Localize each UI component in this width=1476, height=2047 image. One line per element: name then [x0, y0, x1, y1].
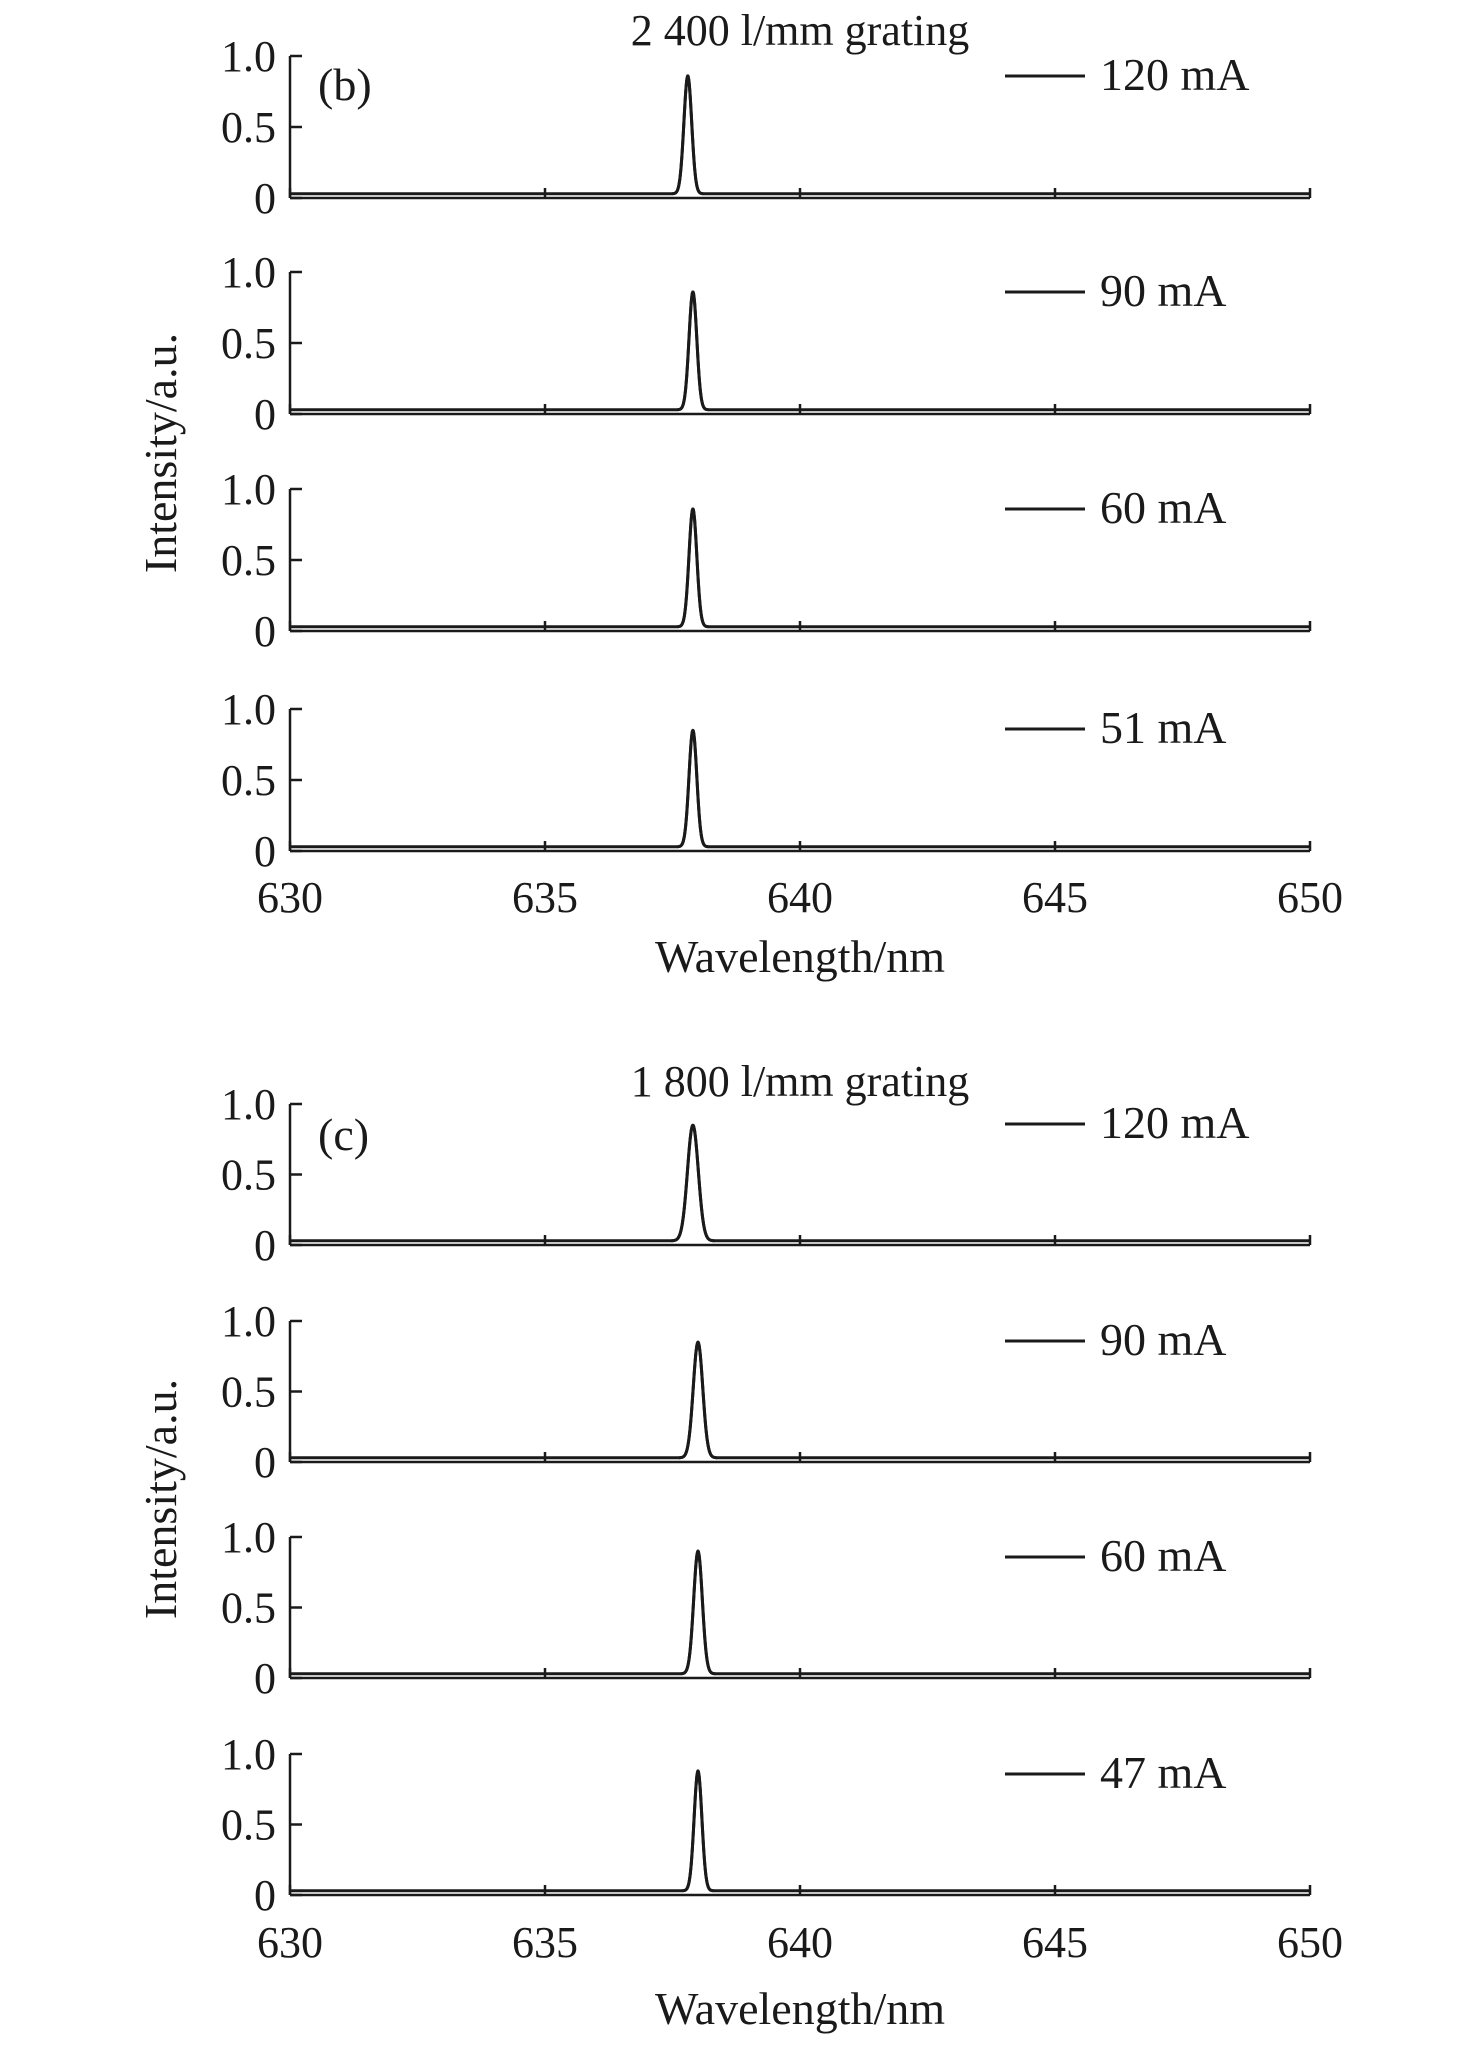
x-tick-label: 630 [257, 1918, 323, 1967]
y-tick-label: 0 [254, 1871, 276, 1920]
subplot-3: 0 0.5 1.0 60 mA [221, 1513, 1312, 1703]
series-line [289, 1769, 1311, 1893]
subplot-1: 0 0.5 1.0 120 mA [221, 1080, 1312, 1270]
x-tick-label: 650 [1277, 1918, 1343, 1967]
y-tick-label: 0 [254, 1654, 276, 1703]
legend-label: 120 mA [1100, 49, 1250, 100]
legend-label: 51 mA [1100, 702, 1227, 753]
y-tick-label: 0.5 [221, 1584, 276, 1633]
x-tick-label: 645 [1022, 873, 1088, 922]
series-peak [677, 1340, 719, 1460]
series-line [289, 1340, 1311, 1460]
x-tick-label: 640 [767, 1918, 833, 1967]
y-tick-label: 0 [254, 174, 276, 223]
x-axis-title: Wavelength/nm [655, 1983, 945, 2034]
x-tick-label: 635 [512, 1918, 578, 1967]
y-tick-label: 0.5 [221, 319, 276, 368]
panel-label: (c) [318, 1109, 369, 1160]
series-peak [669, 1123, 716, 1243]
legend-label: 60 mA [1100, 482, 1227, 533]
subplot-2: 0 0.5 1.0 90 mA [221, 1297, 1312, 1487]
x-tick-label: 650 [1277, 873, 1343, 922]
chart-title: 2 400 l/mm grating [631, 6, 970, 55]
series-peak [675, 728, 710, 849]
subplot-4: 0 0.5 1.0 51 mA [221, 685, 1312, 876]
series-peak [675, 507, 710, 629]
series-peak [670, 74, 705, 196]
y-tick-label: 0 [254, 607, 276, 656]
subplot-4: 0 0.5 1.0 47 mA [221, 1730, 1312, 1920]
x-tick-label: 635 [512, 873, 578, 922]
x-tick-label: 630 [257, 873, 323, 922]
legend-label: 60 mA [1100, 1530, 1227, 1581]
subplot-3: 0 0.5 1.0 60 mA [221, 465, 1312, 656]
series-line [289, 1549, 1311, 1676]
series-line [289, 74, 1311, 196]
series-line [289, 1124, 1311, 1243]
y-tick-label: 0 [254, 827, 276, 876]
subplot-2: 0 0.5 1.0 90 mA [221, 248, 1312, 439]
y-tick-label: 0.5 [221, 1368, 276, 1417]
chart-c: 1 800 l/mm grating (c) Intensity/a.u. 0 0.5 1… [135, 1057, 1343, 2034]
subplot-1: 0 0.5 1.0 120 mA [221, 32, 1312, 223]
y-tick-label: 0 [254, 1438, 276, 1487]
y-tick-label: 0.5 [221, 756, 276, 805]
y-tick-label: 0.5 [221, 1151, 276, 1200]
panel-label: (b) [318, 59, 372, 110]
y-tick-label: 0.5 [221, 103, 276, 152]
x-tick-label: 640 [767, 873, 833, 922]
legend-label: 90 mA [1100, 265, 1227, 316]
y-tick-label: 1.0 [221, 465, 276, 514]
y-tick-label: 0 [254, 1221, 276, 1270]
legend-label: 47 mA [1100, 1747, 1227, 1798]
y-tick-label: 1.0 [221, 1513, 276, 1562]
y-tick-label: 1.0 [221, 685, 276, 734]
y-tick-label: 1.0 [221, 1297, 276, 1346]
chart-title: 1 800 l/mm grating [631, 1057, 970, 1106]
y-tick-label: 1.0 [221, 248, 276, 297]
y-axis-title: Intensity/a.u. [135, 333, 186, 573]
y-tick-label: 0.5 [221, 1801, 276, 1850]
y-axis-title: Intensity/a.u. [135, 1379, 186, 1619]
legend-label: 90 mA [1100, 1314, 1227, 1365]
legend-label: 120 mA [1100, 1097, 1250, 1148]
series-line [289, 291, 1311, 412]
y-tick-label: 0.5 [221, 536, 276, 585]
y-tick-label: 1.0 [221, 1730, 276, 1779]
y-tick-label: 1.0 [221, 32, 276, 81]
series-peak [681, 1769, 715, 1893]
y-tick-label: 1.0 [221, 1080, 276, 1129]
y-tick-label: 0 [254, 390, 276, 439]
series-line [289, 730, 1311, 849]
chart-b: 2 400 l/mm grating (b) Intensity/a.u. 0 0.5 1… [135, 6, 1343, 982]
x-tick-label: 645 [1022, 1918, 1088, 1967]
series-peak [675, 290, 710, 412]
x-axis-title: Wavelength/nm [655, 931, 945, 982]
series-peak [679, 1549, 717, 1676]
series-line [289, 508, 1311, 629]
